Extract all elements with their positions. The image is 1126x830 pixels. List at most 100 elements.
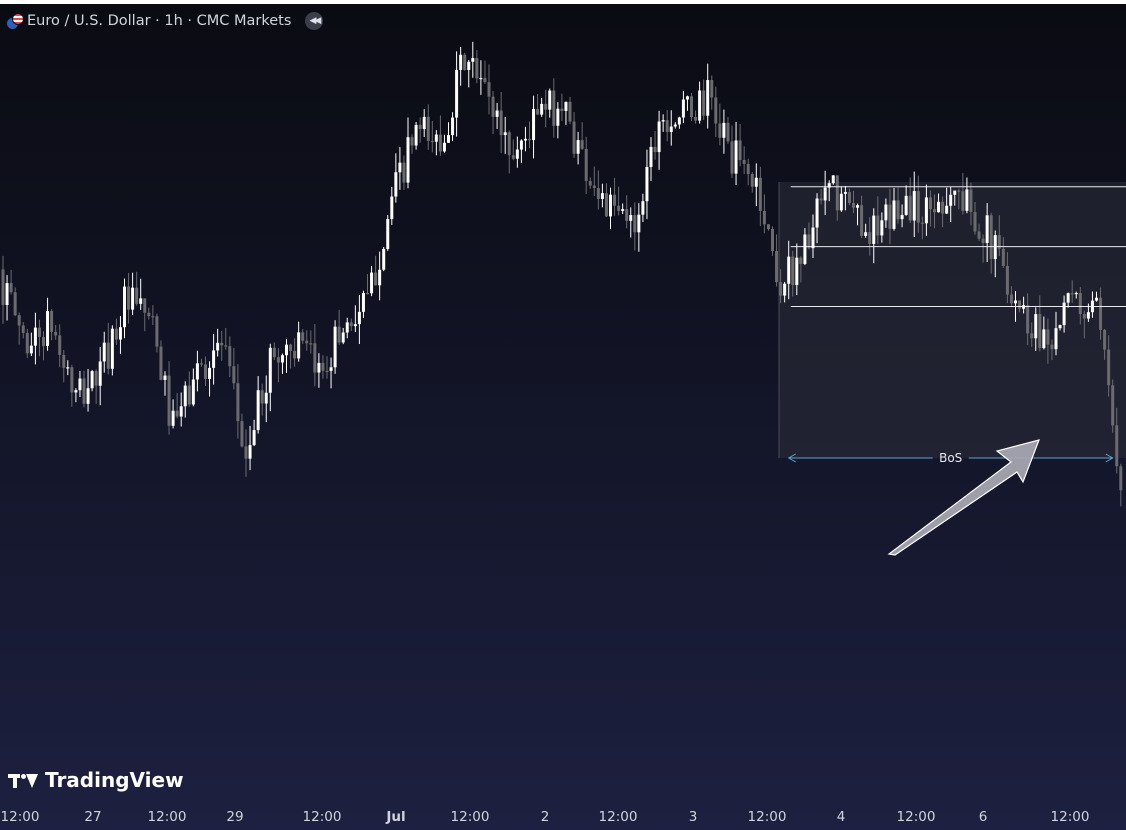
candle-body	[280, 355, 284, 363]
candle-body	[337, 326, 341, 343]
candle-body	[29, 345, 33, 354]
candle-body	[847, 192, 851, 204]
candle-body	[499, 110, 503, 136]
candle-body	[90, 371, 94, 389]
candle-body	[114, 328, 118, 340]
candle-body	[941, 201, 945, 214]
candle-body	[13, 292, 17, 316]
time-axis[interactable]: 12:00 27 12:00 29 12:00 Jul 12:00 2 12:00 3 12:00 4…	[0, 806, 1126, 830]
rewind-icon[interactable]: ◀◀	[305, 12, 324, 30]
candle-body	[244, 446, 248, 459]
candle-body	[771, 229, 774, 252]
candle-body	[151, 316, 155, 318]
candle-body	[309, 343, 313, 345]
candle-body	[341, 332, 345, 343]
candle-body	[641, 201, 645, 215]
candle-body	[167, 375, 171, 426]
candle-body	[888, 204, 892, 229]
candle-body	[1038, 314, 1042, 349]
candle-body	[54, 331, 58, 336]
candle-body	[831, 175, 835, 184]
candle-body	[653, 146, 657, 153]
candle-body	[455, 69, 459, 118]
candle-body	[949, 194, 953, 206]
candle-body	[856, 205, 860, 208]
candle-body	[572, 121, 576, 154]
candle-body	[503, 132, 507, 136]
candle-body	[702, 90, 706, 116]
time-axis-tick: 12:00	[747, 809, 787, 825]
level-lines	[790, 186, 1126, 307]
candle-body	[333, 326, 337, 368]
candle-body	[74, 390, 78, 393]
bos-label: BoS	[939, 451, 962, 465]
candle-body	[62, 354, 66, 368]
candle-body	[438, 134, 442, 152]
candle-body	[353, 324, 357, 327]
candle-body	[50, 311, 54, 332]
candle-body	[540, 103, 544, 115]
candle-body	[1054, 328, 1058, 350]
candle-body	[722, 122, 726, 138]
time-axis-tick: 12:00	[896, 809, 936, 825]
candle-body	[451, 117, 455, 136]
candle-body	[187, 385, 191, 405]
candle-body	[37, 327, 41, 337]
candle-body	[264, 392, 268, 404]
candle-body	[661, 120, 665, 122]
candle-body	[819, 198, 823, 201]
candle-body	[487, 82, 491, 97]
candle-body	[434, 134, 438, 142]
candle-body	[673, 124, 677, 127]
candle-body	[426, 116, 430, 141]
candle-body	[860, 205, 864, 236]
top-strip	[0, 0, 1126, 4]
candle-body	[276, 357, 280, 363]
candle-body	[305, 340, 309, 344]
candle-body	[248, 445, 252, 459]
candle-body	[730, 141, 734, 174]
candle-body	[1018, 300, 1022, 309]
candle-body	[1119, 466, 1123, 491]
candle-body	[459, 54, 463, 70]
symbol-title[interactable]: Euro / U.S. Dollar · 1h · CMC Markets	[27, 13, 292, 29]
candle-body	[102, 342, 106, 362]
candle-body	[511, 155, 515, 159]
candle-body	[285, 344, 288, 356]
candle-body	[868, 232, 872, 244]
candle-body	[139, 298, 143, 304]
candle-body	[1086, 312, 1090, 319]
candle-body	[1001, 248, 1005, 266]
candle-body	[876, 215, 880, 236]
candle-body	[1034, 314, 1038, 339]
bos-arrowhead-right-icon	[1105, 453, 1114, 463]
candle-body	[127, 286, 131, 310]
candle-body	[523, 138, 527, 141]
candle-body	[240, 421, 244, 447]
candle-body	[1014, 300, 1017, 304]
candle-body	[657, 121, 661, 153]
candle-body	[637, 214, 641, 233]
candle-body	[386, 219, 390, 249]
candle-body	[536, 108, 540, 115]
candle-body	[1005, 265, 1009, 295]
candle-body	[552, 90, 556, 126]
candle-body	[220, 342, 224, 346]
candle-body	[321, 362, 325, 371]
candle-body	[989, 215, 993, 260]
candle-body	[25, 332, 29, 354]
candle-body	[183, 385, 187, 407]
tradingview-logo[interactable]: TradingView	[8, 768, 184, 792]
candle-body	[750, 174, 754, 187]
candle-body	[357, 311, 361, 325]
candle-body	[710, 80, 714, 98]
candle-body	[633, 215, 637, 233]
candle-body	[289, 344, 293, 351]
candle-body	[1111, 385, 1115, 426]
candle-body	[131, 287, 135, 310]
candle-body	[483, 78, 487, 83]
bos-arrowhead-left-icon	[787, 453, 796, 463]
candle-body	[864, 232, 868, 236]
candle-body	[442, 142, 446, 152]
candle-body	[123, 286, 126, 328]
